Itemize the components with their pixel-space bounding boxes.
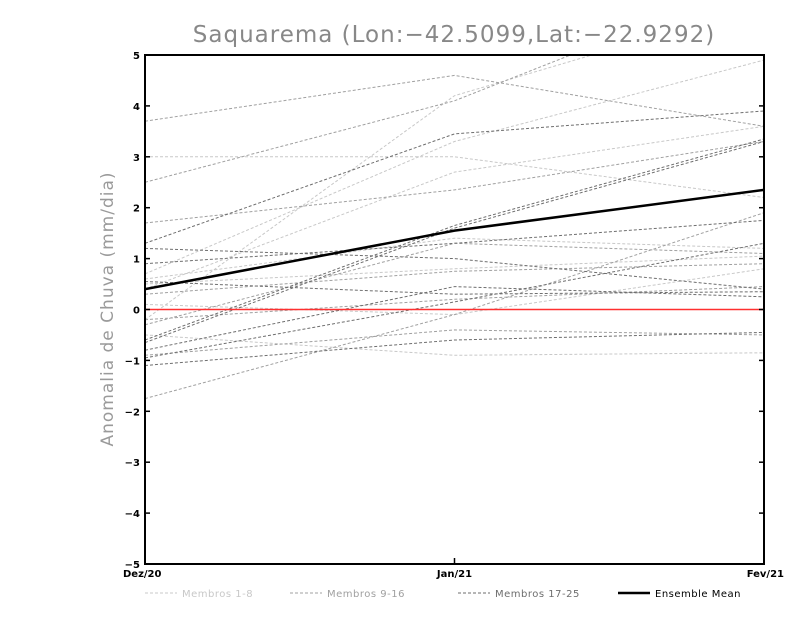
x-tick-label: Fev/21 <box>747 569 784 580</box>
legend-label: Membros 9-16 <box>327 589 405 600</box>
x-axis-ticks: Dez/20 Jan/21 Fev/21 <box>123 558 784 580</box>
series-line-member-22 <box>145 286 764 351</box>
x-tick-label: Dez/20 <box>123 569 162 580</box>
series-line-member-24 <box>145 281 764 295</box>
series-line-member-17 <box>145 110 764 244</box>
series-line-member-3 <box>145 125 764 290</box>
series-line-member-13 <box>145 242 764 326</box>
series-line-member-14 <box>145 263 764 295</box>
series-line-member-4 <box>145 237 764 280</box>
series-line-member-18 <box>145 138 764 341</box>
series-line-member-19 <box>145 141 764 344</box>
y-tick-label: −3 <box>125 458 140 469</box>
series-line-member-7 <box>145 55 594 321</box>
y-tick-label: 5 <box>133 51 140 62</box>
y-tick-label: 3 <box>133 153 140 164</box>
series-line-member-1 <box>145 59 764 275</box>
y-tick-label: −4 <box>125 509 140 520</box>
y-tick-label: 0 <box>133 306 140 317</box>
ensemble-mean-line <box>145 188 764 291</box>
legend: Membros 1-8 Membros 9-16 Membros 17-25 Ense… <box>145 589 741 600</box>
y-tick-label: −5 <box>125 560 140 571</box>
x-tick-label: Jan/21 <box>436 569 472 580</box>
series-line-member-16 <box>145 329 764 356</box>
legend-label: Membros 17-25 <box>495 589 580 600</box>
series-line-member-6 <box>145 255 764 285</box>
legend-label: Ensemble Mean <box>655 589 741 600</box>
series-line-member-15 <box>145 286 764 321</box>
series-line-member-23 <box>145 331 764 366</box>
series-line-member-12 <box>145 212 764 400</box>
mean-layer <box>145 188 764 291</box>
series-line-member-20 <box>145 247 764 290</box>
series-line-member-8 <box>145 268 764 316</box>
series-line-member-11 <box>145 141 764 224</box>
legend-label: Membros 1-8 <box>182 589 253 600</box>
chart-title: Saquarema (Lon:−42.5099,Lat:−22.9292) <box>193 22 715 48</box>
series-line-member-9 <box>145 74 764 127</box>
y-axis-label: Anomalia de Chuva (mm/dia) <box>98 171 118 446</box>
y-tick-label: −2 <box>125 407 140 418</box>
series-line-member-21 <box>145 219 764 265</box>
y-tick-label: −1 <box>125 356 140 367</box>
series-line-member-10 <box>145 55 572 183</box>
y-tick-label: 1 <box>133 255 140 266</box>
y-tick-label: 2 <box>133 204 140 215</box>
y-tick-label: 4 <box>133 102 140 113</box>
series-line-member-5 <box>145 334 764 356</box>
y-axis-ticks: −5 −4 −3 −2 −1 0 1 2 3 4 5 <box>125 51 764 571</box>
series-line-member-2 <box>145 156 764 198</box>
series-layer <box>145 55 764 400</box>
